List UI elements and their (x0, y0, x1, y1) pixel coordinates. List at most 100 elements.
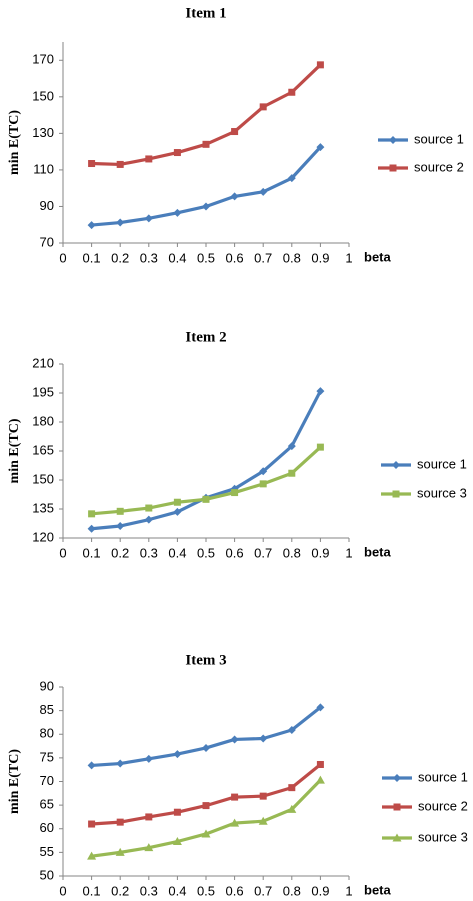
series-line (89, 389, 322, 531)
x-tick-label: 1 (345, 883, 352, 898)
data-point (316, 703, 325, 712)
legend-marker (393, 803, 401, 811)
y-tick-label: 85 (40, 702, 54, 717)
data-point (231, 489, 239, 497)
x-tick-label: 0.1 (83, 250, 101, 265)
data-point (202, 495, 210, 503)
data-point (230, 818, 240, 827)
series-source-3 (87, 775, 325, 860)
data-point (288, 88, 296, 96)
y-axis-label: min E(TC) (7, 749, 22, 814)
legend-marker (393, 774, 401, 782)
data-point (173, 750, 182, 759)
y-tick-label: 210 (32, 355, 54, 370)
data-point (202, 743, 210, 752)
data-point (87, 761, 96, 770)
y-axis-label: min E(TC) (7, 418, 22, 483)
data-point (144, 843, 154, 852)
x-tick-label: 0.8 (283, 250, 301, 265)
series-source-1 (87, 703, 325, 770)
data-point (116, 522, 125, 531)
data-point (145, 155, 153, 163)
data-point (172, 837, 182, 846)
legend-marker (392, 833, 402, 842)
data-point (202, 802, 210, 810)
data-point (116, 507, 124, 515)
x-axis-label: beta (364, 544, 392, 559)
data-point (287, 725, 296, 734)
y-axis-label: min E(TC) (7, 110, 22, 175)
y-tick-label: 75 (40, 749, 54, 764)
chart-3: Item 3 50 55 60 65 70 75 80 85 90 0 0.1 0.2 0.3 0.4 0.5… (7, 652, 468, 898)
y-tick-label: 90 (40, 678, 54, 693)
x-tick-label: 1 (345, 250, 352, 265)
data-point (316, 443, 324, 451)
x-tick-label: 0.7 (254, 883, 272, 898)
legend-label: source 2 (418, 798, 468, 813)
x-tick-label: 0.3 (140, 545, 158, 560)
x-tick-label: 0.7 (254, 545, 272, 560)
data-point (315, 775, 325, 784)
y-tick-label: 130 (32, 125, 54, 140)
x-tick-label: 0.8 (283, 883, 301, 898)
legend-marker (392, 461, 400, 469)
legend-marker (392, 490, 400, 498)
y-tick-label: 180 (32, 413, 54, 428)
data-point (259, 467, 268, 476)
legend-item: source 3 (381, 485, 467, 500)
chart-1: Item 1 70 90 110 130 150 170 0 0.1 0.2 0.3 0.4 0.5 0.… (7, 5, 464, 265)
data-point (259, 734, 268, 743)
data-point (173, 498, 181, 506)
y-tick-label: 50 (40, 867, 54, 882)
x-tick-label: 0.3 (140, 250, 158, 265)
series-source-3 (88, 443, 324, 518)
x-axis-label: beta (364, 249, 392, 264)
x-tick-label: 0.7 (254, 250, 272, 265)
x-tick-label: 0.6 (226, 250, 244, 265)
x-tick-label: 0.2 (111, 545, 129, 560)
legend-item: source 2 (382, 798, 468, 813)
data-point (231, 793, 239, 801)
data-point (259, 103, 267, 111)
legend-item: source 1 (382, 769, 468, 784)
legend-marker (389, 136, 397, 144)
data-point (115, 847, 125, 856)
y-tick-label: 55 (40, 844, 54, 859)
chart-title: Item 1 (185, 5, 226, 21)
legend-label: source 1 (417, 456, 467, 471)
x-tick-label: 0.5 (197, 883, 215, 898)
y-tick-label: 70 (40, 773, 54, 788)
data-point (87, 221, 96, 230)
legend-item: source 1 (381, 456, 467, 471)
data-point (287, 804, 297, 813)
data-point (316, 143, 325, 152)
x-tick-label: 0.9 (311, 545, 329, 560)
y-tick-label: 90 (40, 198, 54, 213)
y-tick-label: 65 (40, 797, 54, 812)
series-line (89, 705, 322, 768)
data-point (202, 140, 210, 148)
chart-title: Item 2 (185, 329, 226, 345)
x-tick-label: 0.1 (83, 545, 101, 560)
x-tick-label: 0.1 (83, 883, 101, 898)
data-point (87, 524, 96, 533)
data-point (202, 202, 210, 211)
y-tick-label: 195 (32, 384, 54, 399)
x-tick-label: 1 (345, 545, 352, 560)
x-tick-label: 0.6 (226, 545, 244, 560)
series-line (89, 445, 322, 516)
x-tick-label: 0.9 (311, 883, 329, 898)
legend-label: source 3 (417, 485, 467, 500)
data-point (144, 754, 153, 763)
chart-2: Item 2 120 135 150 165 180 195 210 0 0.1 0.2 0.3 0.4… (7, 329, 467, 560)
series-line (89, 762, 322, 826)
y-tick-label: 80 (40, 726, 54, 741)
x-axis-label: beta (364, 882, 392, 897)
legend-marker (389, 164, 397, 172)
data-point (145, 504, 153, 512)
x-tick-label: 0.8 (283, 545, 301, 560)
y-tick-label: 165 (32, 442, 54, 457)
y-tick-label: 70 (40, 234, 54, 249)
data-point (288, 784, 296, 792)
